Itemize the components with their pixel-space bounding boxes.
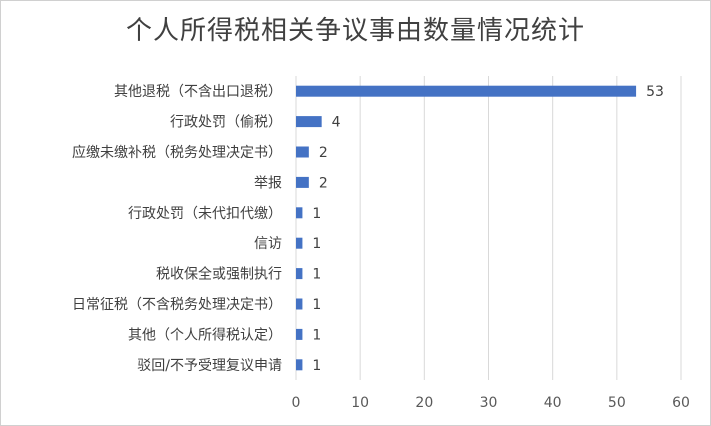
bar — [296, 85, 637, 97]
data-label: 1 — [312, 297, 321, 313]
category-labels: 其他退税（不含出口退税） 行政处罚（偷税） 应缴未缴补税（税务处理决定书） 举报行政处… — [72, 84, 282, 374]
x-tick-label: 40 — [544, 395, 562, 411]
x-tick-label: 0 — [292, 395, 301, 411]
data-label: 1 — [312, 327, 321, 343]
x-tick-label: 10 — [351, 395, 369, 411]
data-label: 1 — [312, 236, 321, 252]
bar — [296, 298, 303, 310]
data-label: 4 — [332, 115, 341, 131]
data-label: 2 — [319, 175, 328, 191]
data-label: 1 — [312, 358, 321, 374]
x-tick-label: 60 — [672, 395, 690, 411]
bar — [296, 207, 303, 219]
data-label: 1 — [312, 206, 321, 222]
gridlines — [295, 76, 682, 380]
x-tick-label: 30 — [480, 395, 498, 411]
data-label: 1 — [312, 267, 321, 283]
bars — [296, 85, 637, 371]
category-label: 应缴未缴补税（税务处理决定书） — [72, 144, 282, 161]
x-tick-label: 50 — [608, 395, 626, 411]
category-label: 行政处罚（偷税） — [170, 115, 282, 131]
data-label: 53 — [646, 84, 664, 100]
category-label: 驳回/不予受理复议申请 — [137, 357, 282, 374]
bar — [296, 268, 303, 280]
bar — [296, 359, 303, 371]
category-label: 其他（个人所得税认定） — [128, 326, 282, 343]
category-label: 日常征税（不含税务处理决定书） — [72, 297, 282, 313]
category-label: 举报 — [254, 175, 282, 191]
x-tick-label: 20 — [415, 395, 433, 411]
bar — [296, 146, 309, 158]
bar — [296, 237, 303, 249]
category-label: 税收保全或强制执行 — [156, 266, 282, 283]
chart-title: 个人所得税相关争议事由数量情况统计 — [125, 16, 585, 46]
category-label: 其他退税（不含出口退税） — [114, 84, 282, 100]
category-label: 信访 — [254, 236, 282, 252]
bar — [296, 328, 303, 340]
bar — [296, 176, 309, 188]
data-label: 2 — [319, 145, 328, 161]
x-axis-ticks: 0 10 20 30 40 50 60 — [292, 395, 690, 411]
bar — [296, 116, 322, 128]
category-label: 行政处罚（未代扣代缴） — [128, 206, 282, 222]
